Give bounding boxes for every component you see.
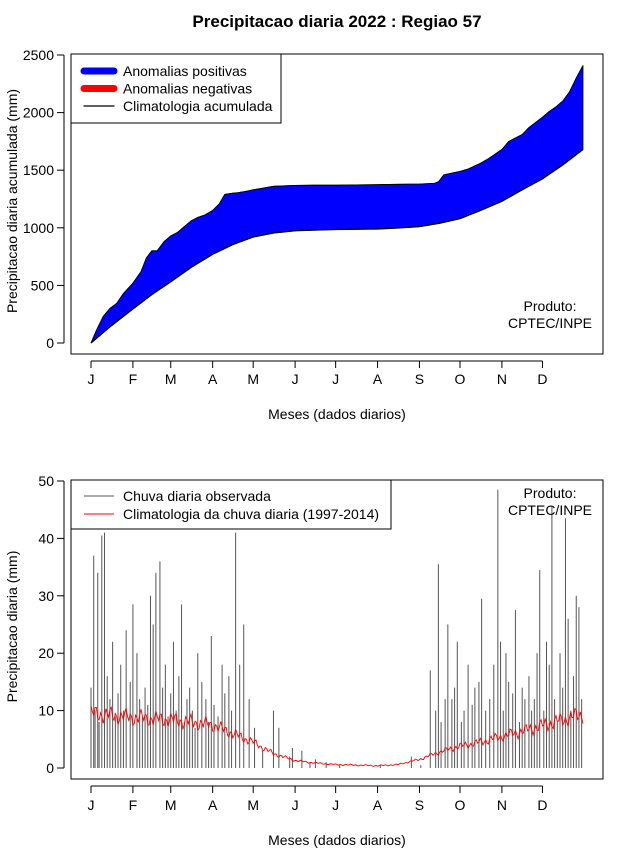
daily-y-tick-label: 40 [38, 530, 54, 546]
climatology-cumulative-line [90, 148, 584, 344]
cumulative-x-tick-label-6: J [292, 371, 299, 387]
daily-x-tick-label-12: D [537, 797, 547, 813]
daily-y-tick-label: 30 [38, 588, 54, 604]
daily-x-tick-label-2: F [129, 797, 138, 813]
daily-legend-label-1: Chuva diaria observada [123, 488, 271, 504]
daily-product-label: Produto: [524, 485, 577, 501]
product-label: Produto: [524, 298, 577, 314]
product-source-label: CPTEC/INPE [508, 315, 592, 331]
daily-y-axis-label: Precipitacao diaria (mm) [4, 551, 20, 703]
daily-x-tick-label-11: N [497, 797, 507, 813]
daily-x-tick-label-5: M [247, 797, 259, 813]
daily-y-tick-label: 20 [38, 645, 54, 661]
daily-x-tick-label-6: J [292, 797, 299, 813]
cumulative-x-tick-label-4: A [208, 371, 218, 387]
cumulative-plot-frame [70, 53, 604, 355]
daily-y-tick-label: 50 [38, 473, 54, 489]
cumulative-x-tick-label-12: D [537, 371, 547, 387]
cumulative-y-axis-label: Precipitacao diaria acumulada (mm) [4, 89, 20, 313]
daily-x-tick-label-3: M [165, 797, 177, 813]
cumulative-x-tick-label-11: N [497, 371, 507, 387]
daily-product-source-label: CPTEC/INPE [508, 502, 592, 518]
daily-y-tick-label: 0 [46, 760, 54, 776]
daily-x-tick-label-7: J [332, 797, 339, 813]
cumulative-x-tick-label-8: A [373, 371, 383, 387]
cumulative-x-tick-label-10: O [455, 371, 466, 387]
daily-x-tick-label-8: A [373, 797, 383, 813]
cumulative-y-tick-label: 2500 [23, 47, 54, 63]
daily-y-tick-label: 10 [38, 703, 54, 719]
observed-cumulative-line [90, 65, 584, 344]
daily-legend-box [70, 479, 392, 530]
climatology-daily-line [90, 705, 584, 767]
cumulative-y-tick-label: 500 [31, 277, 55, 293]
daily-legend-label-2: Climatologia da chuva diaria (1997-2014) [123, 506, 379, 522]
legend-label-3: Climatologia acumulada [123, 98, 273, 114]
cumulative-y-tick-label: 0 [46, 335, 54, 351]
cumulative-x-tick-label-3: M [165, 371, 177, 387]
cumulative-x-tick-label-2: F [129, 371, 138, 387]
daily-x-tick-label-4: A [208, 797, 218, 813]
cumulative-x-tick-label-5: M [247, 371, 259, 387]
chart-title: Precipitacao diaria 2022 : Regiao 57 [192, 12, 482, 31]
legend-label-2: Anomalias negativas [123, 81, 252, 97]
cumulative-y-tick-label: 1500 [23, 162, 54, 178]
cumulative-x-axis-label: Meses (dados diarios) [268, 406, 406, 422]
daily-x-tick-label-9: S [415, 797, 424, 813]
daily-x-axis-label: Meses (dados diarios) [268, 832, 406, 848]
legend-label-1: Anomalias positivas [123, 63, 247, 79]
cumulative-x-tick-label-9: S [415, 371, 424, 387]
daily-x-tick-label-1: J [88, 797, 95, 813]
cumulative-x-tick-label-7: J [332, 371, 339, 387]
cumulative-y-tick-label: 2000 [23, 105, 54, 121]
cumulative-y-tick-label: 1000 [23, 220, 54, 236]
cumulative-x-tick-label-1: J [88, 371, 95, 387]
daily-x-tick-label-10: O [455, 797, 466, 813]
